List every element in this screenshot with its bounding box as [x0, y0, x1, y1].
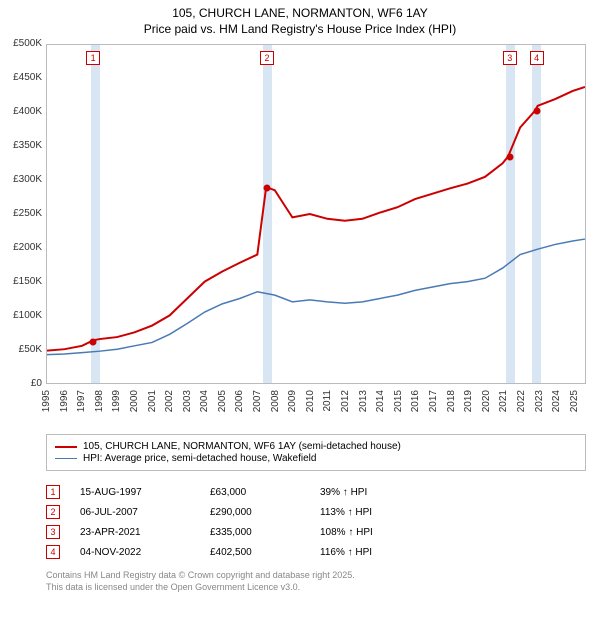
x-tick-label: 1998 — [94, 390, 105, 412]
y-tick-label: £250K — [2, 208, 42, 219]
transaction-date: 15-AUG-1997 — [80, 487, 210, 498]
chart-title-line1: 105, CHURCH LANE, NORMANTON, WF6 1AY — [0, 0, 600, 22]
x-tick-label: 2011 — [322, 390, 333, 412]
transaction-row: 4 04-NOV-2022£402,500116% ↑ HPI — [46, 542, 586, 562]
chart-title-line2: Price paid vs. HM Land Registry's House … — [0, 22, 600, 36]
x-tick-label: 2010 — [305, 390, 316, 412]
transaction-date: 23-APR-2021 — [80, 527, 210, 538]
x-tick-label: 2016 — [410, 390, 421, 412]
transaction-price: £402,500 — [210, 547, 320, 558]
x-tick-label: 2021 — [498, 390, 509, 412]
transaction-price: £63,000 — [210, 487, 320, 498]
x-tick-label: 1999 — [111, 390, 122, 412]
x-tick-label: 2014 — [375, 390, 386, 412]
y-tick-label: £400K — [2, 106, 42, 117]
transaction-price: £290,000 — [210, 507, 320, 518]
transaction-row: 2 06-JUL-2007£290,000113% ↑ HPI — [46, 502, 586, 522]
x-tick-label: 2017 — [428, 390, 439, 412]
y-tick-label: £200K — [2, 242, 42, 253]
x-tick-label: 2009 — [287, 390, 298, 412]
y-tick-label: £300K — [2, 174, 42, 185]
sale-marker-dot — [506, 154, 513, 161]
series-line — [47, 87, 585, 351]
x-tick-label: 2002 — [164, 390, 175, 412]
x-tick-label: 2005 — [217, 390, 228, 412]
transaction-marker: 1 — [46, 485, 60, 499]
y-tick-label: £350K — [2, 140, 42, 151]
y-tick-label: £0 — [2, 378, 42, 389]
x-tick-label: 2022 — [516, 390, 527, 412]
legend-swatch — [55, 458, 77, 459]
x-tick-label: 2023 — [534, 390, 545, 412]
y-tick-label: £500K — [2, 38, 42, 49]
transactions-table: 1 15-AUG-1997£63,00039% ↑ HPI 2 06-JUL-2007… — [46, 482, 586, 562]
sale-marker-label: 3 — [503, 51, 517, 65]
transaction-row: 1 15-AUG-1997£63,00039% ↑ HPI — [46, 482, 586, 502]
sale-marker-label: 4 — [530, 51, 544, 65]
x-tick-label: 2015 — [393, 390, 404, 412]
transaction-price: £335,000 — [210, 527, 320, 538]
x-tick-label: 1996 — [59, 390, 70, 412]
x-tick-label: 1995 — [41, 390, 52, 412]
transaction-hpi: 116% ↑ HPI — [320, 547, 372, 558]
transaction-hpi: 113% ↑ HPI — [320, 507, 372, 518]
x-tick-label: 2006 — [234, 390, 245, 412]
footer-line2: This data is licensed under the Open Gov… — [46, 582, 586, 594]
transaction-hpi: 108% ↑ HPI — [320, 527, 373, 538]
footer-line1: Contains HM Land Registry data © Crown c… — [46, 570, 586, 582]
x-tick-label: 2007 — [252, 390, 263, 412]
y-tick-label: £450K — [2, 72, 42, 83]
legend-row: HPI: Average price, semi-detached house,… — [55, 453, 577, 464]
series-line — [47, 239, 585, 355]
x-tick-label: 2012 — [340, 390, 351, 412]
x-tick-label: 2024 — [551, 390, 562, 412]
transaction-date: 06-JUL-2007 — [80, 507, 210, 518]
x-tick-label: 2004 — [199, 390, 210, 412]
transaction-marker: 3 — [46, 525, 60, 539]
sale-marker-dot — [264, 184, 271, 191]
y-tick-label: £100K — [2, 310, 42, 321]
footer-attribution: Contains HM Land Registry data © Crown c… — [46, 570, 586, 593]
legend-swatch — [55, 446, 77, 448]
sale-marker-label: 1 — [86, 51, 100, 65]
legend-label: 105, CHURCH LANE, NORMANTON, WF6 1AY (se… — [83, 441, 401, 452]
x-tick-label: 2003 — [182, 390, 193, 412]
legend-box: 105, CHURCH LANE, NORMANTON, WF6 1AY (se… — [46, 434, 586, 471]
chart-plot-area: 1 2 34 — [46, 44, 586, 384]
y-tick-label: £150K — [2, 276, 42, 287]
x-tick-label: 2019 — [463, 390, 474, 412]
transaction-date: 04-NOV-2022 — [80, 547, 210, 558]
sale-marker-label: 2 — [260, 51, 274, 65]
sale-marker-dot — [533, 108, 540, 115]
transaction-row: 3 23-APR-2021£335,000108% ↑ HPI — [46, 522, 586, 542]
transaction-hpi: 39% ↑ HPI — [320, 487, 367, 498]
x-tick-label: 2001 — [147, 390, 158, 412]
x-tick-label: 1997 — [76, 390, 87, 412]
transaction-marker: 2 — [46, 505, 60, 519]
legend-row: 105, CHURCH LANE, NORMANTON, WF6 1AY (se… — [55, 441, 577, 452]
x-tick-label: 2025 — [569, 390, 580, 412]
transaction-marker: 4 — [46, 545, 60, 559]
sale-marker-dot — [90, 339, 97, 346]
x-tick-label: 2020 — [481, 390, 492, 412]
x-tick-label: 2008 — [270, 390, 281, 412]
y-tick-label: £50K — [2, 344, 42, 355]
x-tick-label: 2018 — [446, 390, 457, 412]
legend-label: HPI: Average price, semi-detached house,… — [83, 453, 316, 464]
x-tick-label: 2013 — [358, 390, 369, 412]
x-tick-label: 2000 — [129, 390, 140, 412]
